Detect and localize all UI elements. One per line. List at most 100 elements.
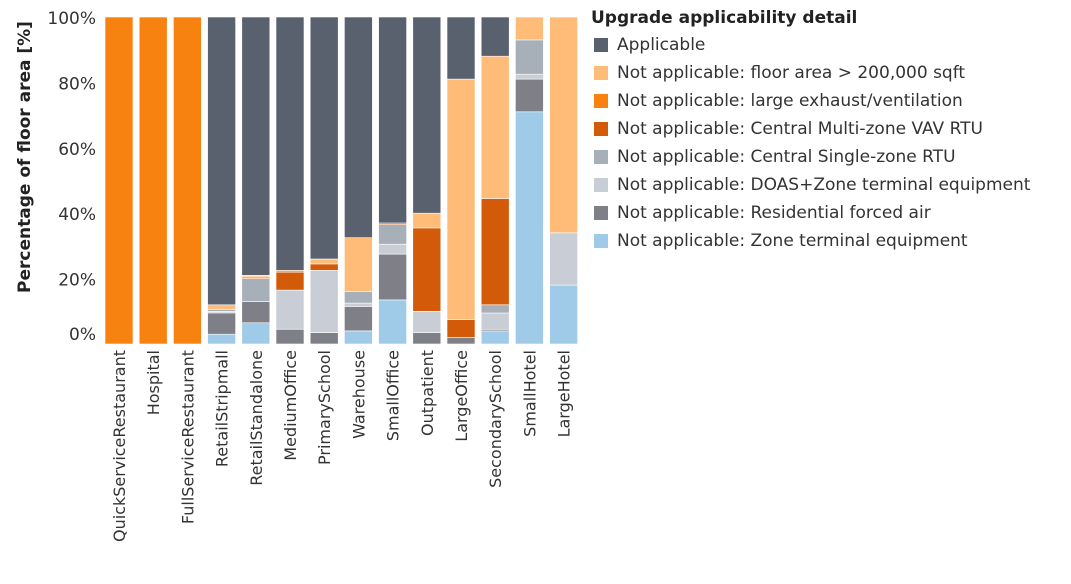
x-tick-label: Outpatient — [418, 350, 437, 436]
x-tick-label: SmallOffice — [384, 350, 403, 441]
legend-swatch — [594, 178, 608, 192]
bar-segment — [378, 224, 407, 245]
bar-segment — [241, 301, 271, 324]
legend-label: Not applicable: Central Single-zone RTU — [617, 147, 956, 167]
x-tick-label: LargeOffice — [452, 350, 471, 442]
bar-segment — [480, 198, 510, 306]
bar-segment — [412, 212, 442, 229]
bar-segment — [207, 312, 236, 335]
y-tick-label: 100% — [47, 9, 96, 29]
legend-title: Upgrade applicability detail — [591, 8, 858, 28]
legend-item: Applicable — [591, 31, 1069, 59]
x-tick-label: FullServiceRestaurant — [178, 350, 197, 524]
bar-segment — [207, 16, 236, 306]
bar-segment — [309, 263, 339, 271]
bar-segment — [549, 232, 578, 286]
bar-segment — [344, 16, 373, 238]
bar-segment — [412, 332, 442, 345]
x-tick-label: RetailStripmall — [213, 350, 232, 467]
legend-swatch — [594, 122, 608, 136]
x-tick-label: PrimarySchool — [315, 350, 334, 465]
bar-segment — [378, 16, 407, 224]
legend-label: Not applicable: DOAS+Zone terminal equip… — [617, 175, 1031, 195]
legend-swatch — [594, 38, 608, 52]
bar-segment — [309, 270, 339, 333]
bars — [104, 16, 578, 345]
bar-segment — [480, 55, 510, 199]
y-axis-ticks: 0% 20% 40% 60% 80% 100% — [47, 9, 96, 345]
y-tick-label: 40% — [58, 205, 96, 225]
legend-label: Not applicable: Zone terminal equipment — [617, 231, 968, 251]
legend-item: Not applicable: large exhaust/ventilatio… — [591, 87, 1069, 115]
bar-segment — [446, 337, 476, 345]
legend-swatch — [594, 66, 608, 80]
bar-segment — [344, 306, 373, 332]
x-tick-label: MediumOffice — [281, 350, 300, 461]
bar-segment — [241, 276, 271, 279]
bar-segment — [515, 111, 544, 345]
x-tick-label: LargeHotel — [555, 350, 574, 437]
bar-segment — [515, 39, 544, 75]
bar-segment — [378, 244, 407, 255]
bar-segment — [515, 73, 544, 80]
legend-item: Not applicable: floor area > 200,000 sqf… — [591, 59, 1069, 87]
y-tick-label: 80% — [58, 74, 96, 94]
bar-segment — [446, 319, 476, 338]
bar-segment — [275, 289, 305, 330]
legend-label: Applicable — [617, 35, 706, 55]
legend-item: Not applicable: DOAS+Zone terminal equip… — [591, 171, 1069, 199]
legend-swatch — [594, 94, 608, 108]
bar-segment — [275, 271, 305, 291]
bar-segment — [207, 304, 236, 310]
legend-item: Not applicable: Central Multi-zone VAV R… — [591, 115, 1069, 143]
legend-swatch — [594, 234, 608, 248]
y-axis-title: Percentage of floor area [%] — [15, 21, 35, 293]
bar-segment — [480, 312, 510, 330]
bar-segment — [241, 278, 271, 302]
x-tick-label: SecondarySchool — [486, 350, 505, 488]
bar-segment — [275, 328, 305, 345]
bar-segment — [515, 78, 544, 113]
bar-segment — [412, 16, 442, 214]
bar-segment — [480, 330, 510, 345]
bar-segment — [412, 227, 442, 312]
legend-label: Not applicable: floor area > 200,000 sqf… — [617, 63, 966, 83]
legend-swatch — [594, 206, 608, 220]
stacked-bar-chart: Percentage of floor area [%] 0% 20% 40% 60%… — [15, 9, 578, 542]
bar-segment — [309, 332, 339, 345]
legend-item: Not applicable: Central Single-zone RTU — [591, 143, 1069, 171]
bar-segment — [515, 16, 544, 41]
bar-segment — [446, 78, 476, 320]
bar-segment — [241, 16, 271, 276]
bar-segment — [309, 258, 339, 265]
bar-segment — [344, 237, 373, 292]
y-tick-label: 60% — [58, 140, 96, 160]
legend-label: Not applicable: Central Multi-zone VAV R… — [617, 119, 983, 139]
bar-segment — [549, 16, 578, 234]
bar-segment — [207, 333, 236, 345]
bar-segment — [412, 310, 442, 333]
bar-segment — [446, 16, 476, 80]
bar-segment — [480, 16, 510, 57]
y-tick-label: 20% — [58, 271, 96, 291]
bar-segment — [241, 322, 271, 345]
bar-segment — [309, 16, 339, 260]
bar-segment — [104, 16, 134, 345]
x-axis-ticks: QuickServiceRestaurant Hospital FullServic… — [110, 350, 574, 542]
x-tick-label: RetailStandalone — [247, 350, 266, 486]
bar-segment — [344, 330, 373, 345]
legend-label: Not applicable: large exhaust/ventilatio… — [617, 91, 963, 111]
bar-segment — [480, 304, 510, 314]
legend-items: Applicable Not applicable: floor area > 2… — [591, 31, 1069, 255]
legend-swatch — [594, 150, 608, 164]
bar-segment — [138, 16, 168, 345]
bar-segment — [344, 302, 373, 307]
legend-item: Not applicable: Zone terminal equipment — [591, 227, 1069, 255]
x-tick-label: Warehouse — [349, 350, 368, 439]
legend-label: Not applicable: Residential forced air — [617, 203, 931, 223]
y-tick-label: 0% — [69, 325, 96, 345]
bar-segment — [378, 299, 407, 345]
bar-segment — [549, 284, 578, 345]
legend: Upgrade applicability detail Applicable N… — [591, 5, 1069, 255]
bar-segment — [378, 253, 407, 301]
